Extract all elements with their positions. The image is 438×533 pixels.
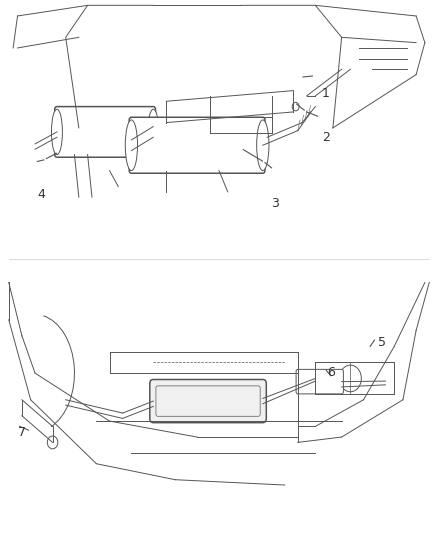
- FancyBboxPatch shape: [296, 369, 343, 394]
- Text: 5: 5: [378, 336, 385, 349]
- FancyBboxPatch shape: [156, 386, 260, 416]
- Text: 2: 2: [322, 131, 330, 144]
- Text: 6: 6: [328, 366, 336, 378]
- FancyBboxPatch shape: [55, 107, 155, 157]
- FancyBboxPatch shape: [129, 117, 265, 173]
- Ellipse shape: [148, 109, 159, 155]
- Ellipse shape: [125, 120, 138, 171]
- Text: 4: 4: [37, 188, 45, 201]
- Ellipse shape: [52, 109, 63, 155]
- FancyBboxPatch shape: [150, 379, 266, 423]
- Text: 1: 1: [322, 87, 330, 100]
- Ellipse shape: [257, 120, 269, 171]
- Text: 7: 7: [18, 426, 26, 439]
- Text: 3: 3: [271, 197, 279, 210]
